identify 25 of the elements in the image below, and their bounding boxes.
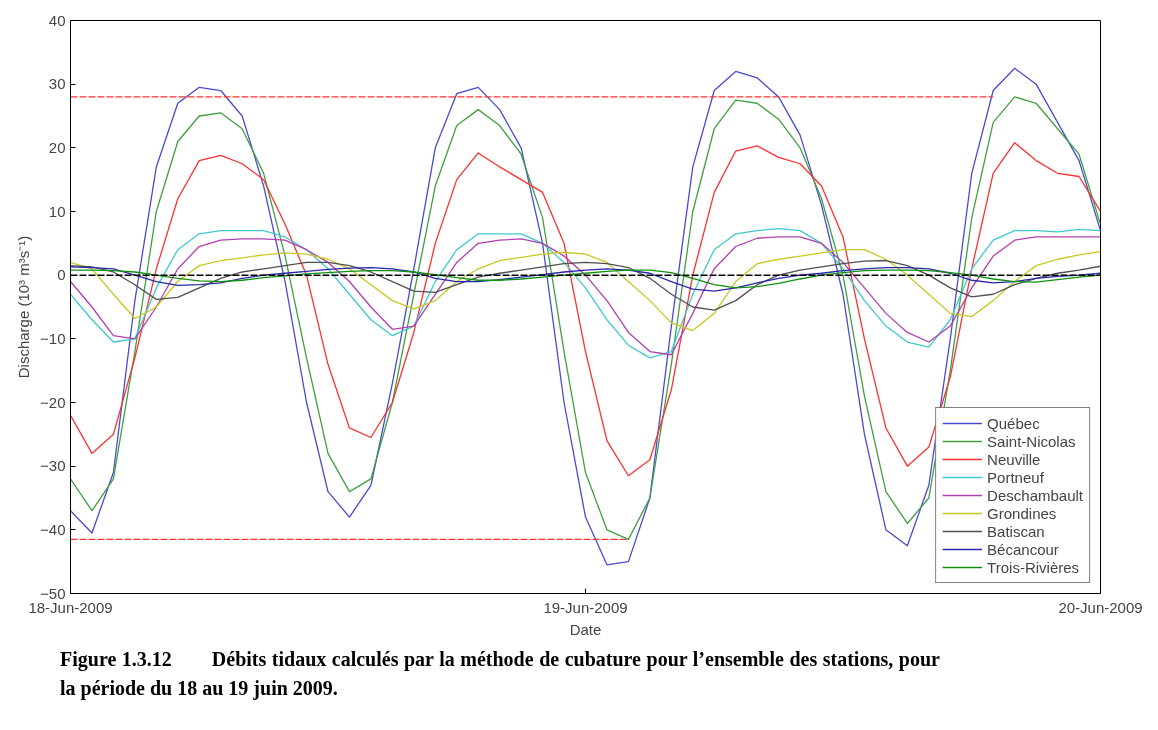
x-tick-label: 19-Jun-2009 bbox=[543, 598, 628, 616]
legend-label: Trois-Rivières bbox=[987, 558, 1080, 576]
line-series bbox=[70, 259, 1101, 311]
line-series bbox=[70, 249, 1101, 332]
y-tick-label: 10 bbox=[48, 202, 66, 220]
legend-label: Deschambault bbox=[987, 486, 1083, 504]
x-tick-label: 20-Jun-2009 bbox=[1058, 598, 1143, 616]
legend-label: Bécancour bbox=[987, 540, 1059, 558]
y-tick-label: −40 bbox=[40, 520, 66, 538]
caption: Figure 1.3.12 Débits tidaux calculés par la méthode de cubature pour l’ensemble des stations, pour la période du 18 au 19 juin 2009. bbox=[60, 647, 940, 702]
y-tick-label: 0 bbox=[57, 266, 66, 284]
x-axis-title: Date bbox=[569, 620, 602, 638]
y-tick-label: −20 bbox=[40, 393, 66, 411]
legend-label: Saint-Nicolas bbox=[987, 432, 1076, 450]
y-tick-label: 40 bbox=[48, 11, 66, 29]
y-axis-title: Discharge (10³ m³s⁻¹) bbox=[15, 235, 33, 379]
y-tick-label: −10 bbox=[40, 329, 66, 347]
y-tick-label: −30 bbox=[40, 457, 66, 475]
legend-label: Batiscan bbox=[987, 522, 1045, 540]
legend-label: Neuville bbox=[987, 450, 1041, 468]
legend-label: Québec bbox=[987, 414, 1040, 432]
legend-label: Portneuf bbox=[987, 468, 1044, 486]
legend-label: Grondines bbox=[987, 504, 1057, 522]
y-tick-label: 30 bbox=[48, 75, 66, 93]
y-tick-label: 20 bbox=[48, 138, 66, 156]
